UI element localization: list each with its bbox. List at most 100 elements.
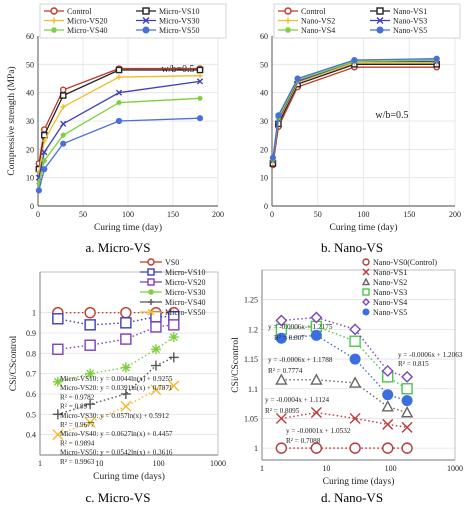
regression-annotation: R² = 0.815 [398,360,429,368]
y-tick-label: 60 [26,32,34,41]
data-point [168,332,179,343]
x-tick-label: 100 [385,464,397,473]
legend-entry: Nano-VS1 [373,268,407,277]
y-tick-label: 10 [260,174,268,183]
legend-marker [284,7,292,15]
x-tick-label: 150 [403,210,415,219]
legend-entry: Control [67,7,92,16]
data-point [41,149,48,156]
y-tick-label: 1 [32,309,36,318]
regression-annotation: R² = 0.9894 [60,439,95,447]
legend-entry: Micro-VS10 [165,268,205,277]
data-point [310,373,323,385]
data-point [120,306,132,319]
x-tick-label: 100 [358,210,370,219]
data-point [150,321,162,333]
legend-marker [362,308,370,316]
x-tick-label: 1 [260,464,264,473]
x-tick-label: 1000 [447,464,463,473]
data-point [275,112,282,119]
x-tick-label: 200 [212,210,224,219]
regression-annotation: Micro-VS20: y = 0.0391ln(x) + 0.7871 [60,384,173,392]
x-tick-label: 10 [95,459,103,468]
data-point [401,383,413,395]
legend-marker [142,7,150,15]
y-tick-label: 0.9 [26,329,36,338]
x-tick-label: 100 [122,210,134,219]
legend-marker [376,7,384,15]
wb-annotation: w/b=0.5 [375,110,408,121]
legend-entry: Nano-VS3 [373,288,407,297]
data-point [401,395,413,407]
data-point [310,329,322,341]
data-point [349,323,362,336]
data-point [310,407,322,418]
legend-marker [147,278,155,286]
data-point [35,187,43,194]
data-point [275,442,288,454]
legend-marker [51,27,57,33]
data-point [196,115,204,122]
legend-entry: Nano-VS2 [373,278,407,287]
regression-annotation: Micro-VS10: y = 0.0044ln(x) + 0.9255 [60,375,173,383]
legend-marker [147,308,155,316]
trend-line [281,379,408,414]
data-point [433,55,440,62]
legend-marker [147,258,155,266]
data-point [115,89,123,96]
data-point [401,421,413,433]
data-point [275,373,288,385]
x-tick-label: 1 [38,459,42,468]
data-point [84,339,96,351]
legend-entry: Nano-VS4 [301,26,335,35]
data-point [401,442,413,454]
data-point [59,86,67,94]
y-tick-label: 30 [26,117,34,126]
data-point [382,389,394,401]
plot-frame [39,271,219,456]
y-tick-label: 40 [26,89,34,98]
legend-marker [376,26,384,34]
regression-annotation: R² = 0.9782 [60,393,95,401]
y-tick-label: 0.4 [26,431,36,440]
y-tick-label: 0.7 [26,370,36,379]
legend-marker [147,268,155,276]
regression-annotation: Micro-VS50: y = 0.0542ln(x) + 0.3616 [60,449,173,457]
legend-marker [362,298,370,306]
data-point [196,66,204,74]
legend-entry: Micro-VS50 [159,26,199,35]
data-point [168,319,180,331]
data-point [52,343,64,355]
data-point [60,104,66,110]
y-tick-label: 40 [260,89,268,98]
data-point [120,362,131,373]
data-point [120,317,132,329]
data-point [197,95,203,101]
y-tick-label: 20 [26,145,34,154]
panel-1: 0 10 20 30 40 50 60 0 50 100 150 200 Curing time (da… [260,3,461,233]
legend-entry: Nano-VS1 [393,7,427,16]
data-point [381,400,394,412]
legend-entry: Micro-VS20 [165,278,205,287]
data-point [400,406,414,418]
data-point [197,73,203,79]
data-point [382,418,394,430]
regression-annotation: y = -0.0006x + 1.2175 [268,323,333,331]
x-tick-label: 50 [79,210,87,219]
x-tick-label: 100 [153,459,165,468]
panel-2: 0.4 0.5 0.6 0.7 0.8 0.9 1 1 10 100 1000 Curing time… [9,258,226,482]
data-point [349,335,361,347]
data-point [150,344,161,355]
x-tick-label: 10 [322,464,330,473]
data-point [41,158,47,164]
legend-entry: Nano-VS4 [373,298,407,307]
legend-marker [362,288,370,296]
legend-marker [361,277,371,286]
legend-entry: Micro-VS20 [67,17,107,26]
data-point [310,442,323,454]
legend-entry: Nano-VS0(Control) [373,258,437,267]
data-point [52,429,64,441]
regression-annotation: R² = 0.8095 [265,407,300,415]
x-tick-label: 150 [167,210,179,219]
